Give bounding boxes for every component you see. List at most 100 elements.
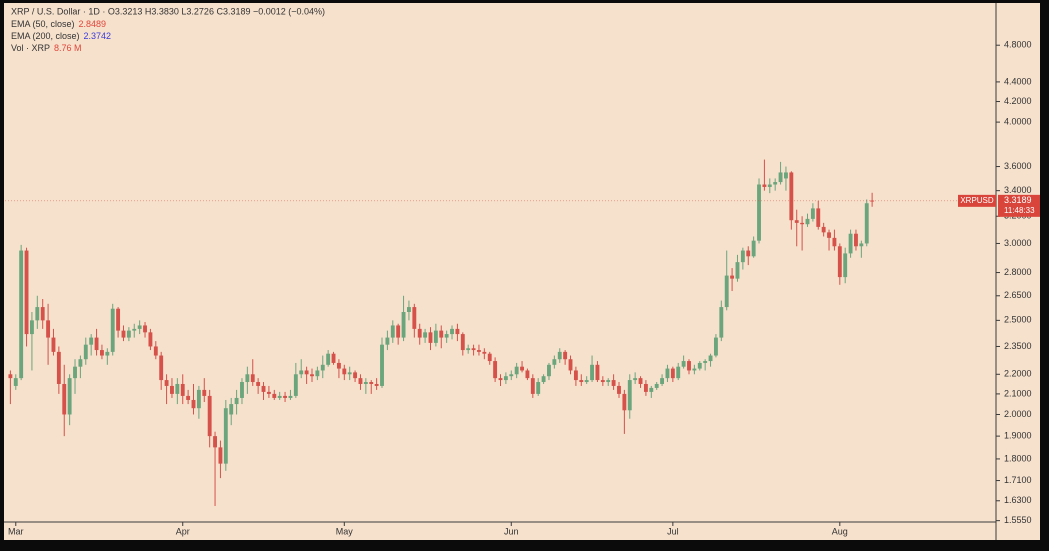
background — [4, 3, 1040, 540]
candle-body — [256, 382, 261, 386]
candle-body — [266, 391, 271, 394]
candle-body — [757, 184, 761, 241]
y-tick-label: 1.6300 — [1004, 495, 1032, 505]
candle-body — [837, 246, 842, 278]
candle-body — [660, 378, 665, 384]
candle-body — [56, 351, 61, 384]
candle-body — [606, 380, 611, 383]
candle-body — [552, 359, 557, 365]
candle-body — [277, 395, 282, 398]
candle-body — [417, 328, 422, 338]
candle-body — [595, 364, 600, 381]
candle-body — [35, 307, 40, 321]
candle-body — [62, 383, 67, 415]
candle-body — [810, 208, 815, 219]
candle-body — [40, 307, 45, 321]
price-tag-value: 3.3189 — [1004, 195, 1032, 205]
candle-body — [498, 378, 503, 381]
candle-body — [611, 380, 616, 386]
candle-body — [218, 447, 223, 464]
candle-body — [487, 353, 492, 362]
candle-body — [423, 332, 428, 338]
legend-name: EMA (200, close) — [11, 31, 80, 41]
candle-body — [767, 184, 772, 187]
candle-body — [547, 364, 551, 377]
candle-body — [557, 351, 562, 360]
y-tick-label: 1.7100 — [1004, 475, 1032, 485]
candle-body — [433, 330, 438, 343]
candle-body — [385, 337, 390, 345]
candle-body — [229, 404, 234, 415]
candle-body — [477, 350, 481, 352]
candle-body — [369, 382, 374, 384]
candle-body — [573, 370, 578, 381]
y-tick-label: 3.4000 — [1004, 185, 1032, 195]
candle-body — [563, 351, 568, 360]
candle-body — [67, 378, 72, 415]
candle-body — [530, 378, 535, 394]
candle-body — [121, 330, 126, 338]
candle-body — [805, 218, 810, 225]
x-tick-label: Jun — [504, 526, 519, 536]
candle-body — [633, 378, 638, 381]
candle-body — [105, 351, 110, 356]
legend-value: 8.76 M — [54, 43, 82, 53]
candle-body — [347, 372, 352, 375]
candle-body — [310, 374, 314, 377]
candle-body — [24, 250, 29, 335]
candle-body — [692, 368, 697, 371]
candle-body — [363, 382, 368, 384]
candle-body — [137, 325, 142, 329]
candle-body — [579, 380, 584, 383]
candle-body — [207, 395, 212, 437]
candle-body — [525, 370, 530, 379]
candle-body — [153, 346, 158, 356]
candle-body — [622, 393, 627, 411]
candle-body — [643, 383, 648, 392]
candle-body — [681, 361, 686, 367]
candle-body — [482, 351, 487, 354]
candle-body — [412, 307, 417, 329]
candle-body — [186, 395, 191, 400]
candle-body — [116, 308, 121, 331]
candle-body — [735, 262, 740, 279]
candle-body — [374, 383, 379, 386]
candle-body — [627, 380, 632, 411]
candle-body — [336, 362, 341, 369]
candle-body — [110, 308, 115, 352]
x-tick-label: Jul — [667, 526, 679, 536]
legend-entry: EMA (50, close) 2.8489 — [11, 19, 106, 29]
candle-body — [509, 374, 514, 377]
candle-body — [864, 203, 869, 244]
candle-body — [439, 330, 444, 338]
candle-body — [703, 361, 708, 363]
candle-body — [827, 232, 831, 238]
candle-body — [401, 312, 406, 338]
candle-body — [638, 378, 643, 384]
y-tick-label: 2.3500 — [1004, 341, 1032, 351]
legend-name: EMA (50, close) — [11, 19, 75, 29]
price-tag-symbol: XRPUSD — [960, 196, 994, 205]
y-tick-label: 3.6000 — [1004, 161, 1032, 171]
candle-body — [73, 366, 77, 379]
candle-body — [250, 374, 255, 383]
candle-body — [159, 355, 164, 381]
candle-body — [676, 366, 681, 379]
x-tick-label: May — [336, 526, 354, 536]
x-tick-label: Apr — [176, 526, 190, 536]
candle-body — [407, 307, 411, 313]
y-tick-label: 1.8000 — [1004, 453, 1032, 463]
candle-body — [234, 397, 239, 405]
candle-body — [719, 307, 724, 338]
candle-body — [536, 382, 541, 394]
candle-body — [320, 364, 325, 371]
y-tick-label: 1.9000 — [1004, 430, 1032, 440]
legend-value: 2.3742 — [84, 31, 112, 41]
y-tick-label: 2.6500 — [1004, 290, 1032, 300]
candle-body — [304, 370, 309, 375]
candle-body — [800, 222, 805, 225]
candle-body — [568, 359, 573, 371]
candle-body — [730, 275, 735, 279]
candle-body — [315, 370, 320, 377]
